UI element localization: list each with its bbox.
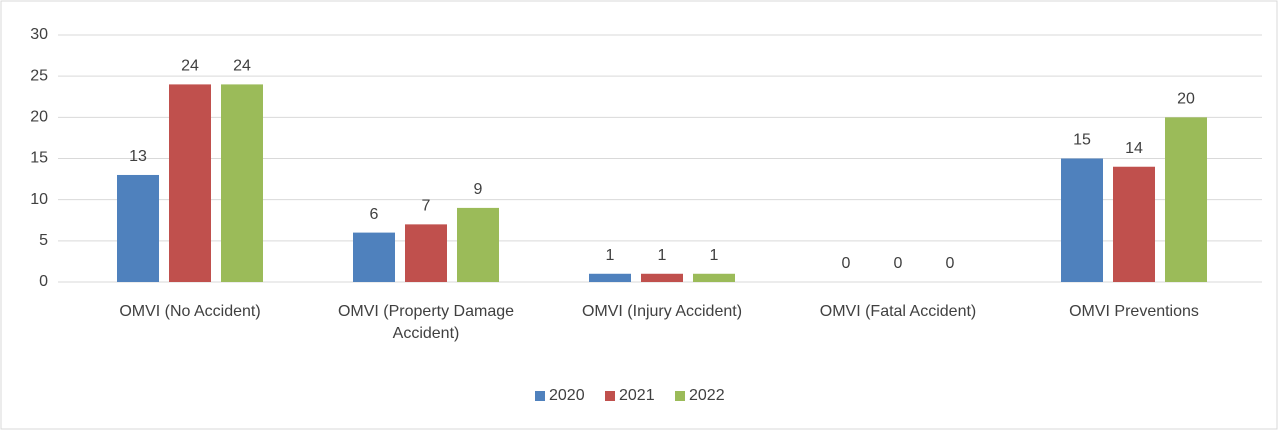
data-label: 1: [606, 247, 615, 264]
x-tick-label: OMVI (Fatal Accident): [819, 303, 977, 320]
bar: [405, 224, 447, 282]
y-tick-label: 10: [30, 191, 48, 208]
bar: [589, 273, 631, 282]
data-label: 20: [1177, 91, 1195, 108]
x-tick-label: OMVI (No Accident): [119, 303, 261, 320]
data-label: 1: [710, 247, 719, 264]
bar: [1113, 166, 1155, 282]
bar: [641, 273, 683, 282]
data-label: 0: [946, 255, 955, 272]
x-tick-label: OMVI (Property Damage Accident): [337, 303, 515, 342]
data-label: 24: [233, 58, 251, 75]
data-label: 7: [422, 198, 431, 215]
data-label: 6: [370, 206, 379, 223]
y-tick-label: 0: [39, 273, 48, 290]
bar: [1061, 158, 1103, 282]
legend-label: 2022: [689, 387, 725, 404]
bar: [117, 174, 159, 282]
y-tick-label: 5: [39, 232, 48, 249]
legend-swatch: [675, 391, 685, 401]
y-tick-label: 30: [30, 26, 48, 43]
data-label: 0: [894, 255, 903, 272]
data-label: 15: [1073, 132, 1091, 149]
legend-swatch: [605, 391, 615, 401]
bar: [693, 273, 735, 282]
bar: [169, 84, 211, 283]
y-tick-label: 15: [30, 150, 48, 167]
bar: [353, 232, 395, 282]
data-label: 9: [474, 181, 483, 198]
legend-label: 2021: [619, 387, 655, 404]
data-label: 1: [658, 247, 667, 264]
data-label: 14: [1125, 140, 1143, 157]
y-tick-label: 20: [30, 109, 48, 126]
data-label: 0: [842, 255, 851, 272]
data-label: 13: [129, 148, 147, 165]
bar: [221, 84, 263, 283]
y-tick-label: 25: [30, 67, 48, 84]
x-tick-label: OMVI Preventions: [1069, 303, 1199, 320]
legend-swatch: [535, 391, 545, 401]
bar: [1165, 117, 1207, 282]
legend-label: 2020: [549, 387, 585, 404]
data-label: 24: [181, 58, 199, 75]
x-tick-label: OMVI (Injury Accident): [581, 303, 743, 320]
bar: [457, 207, 499, 282]
